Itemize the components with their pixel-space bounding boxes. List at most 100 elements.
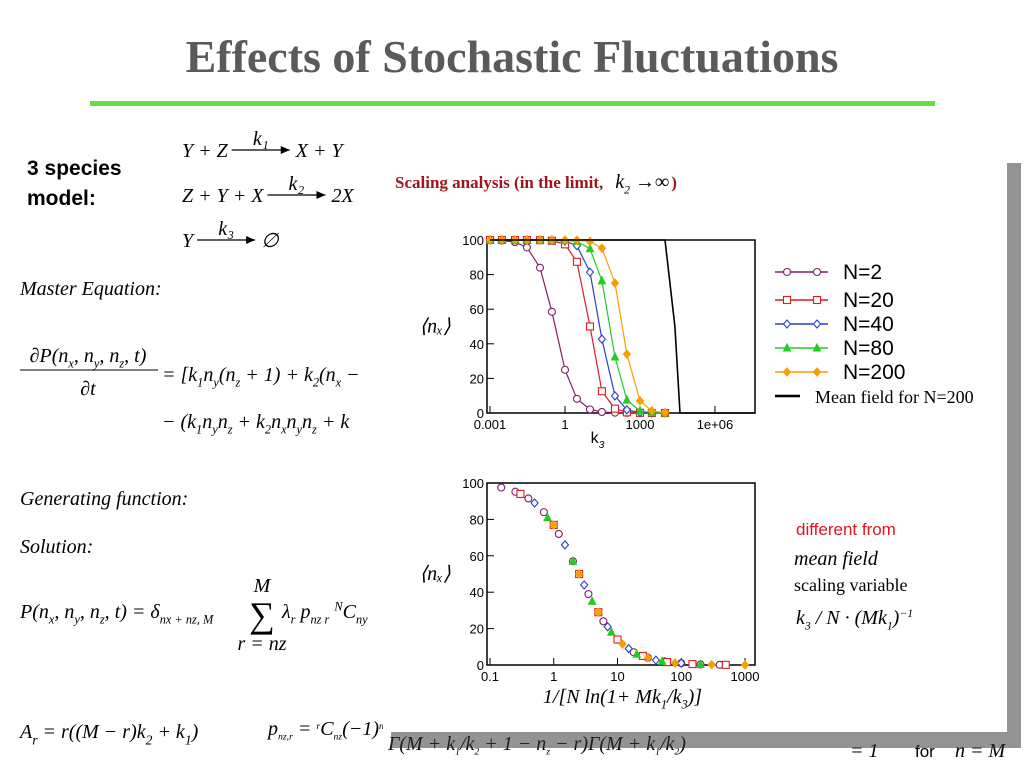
formula-part: n — [287, 411, 297, 433]
subscript: z — [99, 613, 105, 627]
formula-part: n — [203, 364, 213, 386]
slide-title: Effects of Stochastic Fluctuations — [186, 31, 839, 82]
legend-label: N=20 — [843, 289, 894, 312]
panel-title: Scaling analysis (in the limit, — [395, 173, 603, 192]
sum-symbol: ∑ — [249, 595, 275, 635]
formula-part: + k — [233, 411, 266, 433]
subscript: 1 — [655, 747, 660, 758]
data-point — [539, 508, 548, 517]
formula-part: →∞ — [630, 171, 669, 193]
data-point — [622, 349, 632, 360]
subscript: 1 — [887, 619, 893, 632]
formula-part: + k — [152, 721, 185, 743]
data-point — [587, 596, 597, 605]
data-point — [721, 660, 730, 669]
formula: − (k1nynz + k2nxnynz + k — [162, 411, 350, 437]
superscript: n — [379, 721, 384, 732]
data-point — [572, 394, 581, 403]
data-point — [782, 267, 792, 277]
section-label: Master Equation: — [19, 278, 162, 300]
reaction-rate: k₃ — [218, 218, 234, 240]
formula-part: n — [271, 411, 281, 433]
formula: ∂P(nx, ny, nz, t) — [30, 345, 147, 371]
subscript: 2 — [624, 183, 630, 196]
formula-part: , t) — [124, 345, 147, 367]
data-point — [657, 656, 667, 665]
data-point — [597, 334, 607, 344]
data-point — [635, 405, 645, 415]
legend-label: Mean field for N=200 — [815, 387, 974, 407]
panel-content: Scaling analysis (in the limit, k 2 →∞) dif… — [395, 171, 974, 712]
note: mean field — [794, 548, 879, 570]
x-tick-label: 1 — [561, 417, 568, 432]
x-tick-label: 1e+06 — [697, 417, 734, 432]
formula-part: n — [218, 411, 228, 433]
section-label: Solution: — [20, 536, 93, 558]
subscript: z — [545, 747, 550, 758]
formula-part: λ — [281, 601, 291, 623]
data-point — [597, 275, 607, 285]
y-tick-label: 80 — [470, 512, 484, 527]
formula-part: C — [343, 601, 357, 623]
formula-part: k — [796, 607, 806, 629]
formula-part: (−1) — [342, 718, 379, 740]
formula-part: − (k — [162, 411, 197, 433]
section-label: Generating function: — [20, 488, 188, 510]
data-point — [547, 307, 556, 316]
y-tick-label: 20 — [470, 622, 484, 637]
subscript: nz r — [310, 613, 329, 627]
data-point — [584, 589, 593, 599]
formula-part: 1/[N ln(1+ Mk — [543, 686, 662, 708]
legend-label: N=80 — [843, 337, 894, 360]
x-tick-label: 0.001 — [474, 417, 507, 432]
formula-part: C — [320, 718, 334, 740]
data-point — [522, 243, 531, 252]
data-point — [530, 498, 539, 508]
formula: ∂t — [80, 378, 96, 400]
subscript: 2 — [313, 376, 319, 390]
formula-part: , n — [80, 601, 100, 623]
formula-part: n — [302, 411, 312, 433]
formula-part: − — [341, 364, 360, 386]
data-point — [568, 556, 578, 565]
formula: pnz,r = rCnz(−1)n — [266, 718, 384, 743]
panel-title-close: ) — [671, 173, 677, 192]
subscript: z — [227, 423, 233, 437]
data-point — [782, 295, 792, 305]
data-point — [560, 540, 570, 550]
data-point — [613, 635, 622, 644]
subscript: nz — [334, 732, 343, 743]
formula: λr pnz r NCny — [281, 599, 368, 626]
sum-bottom: r = nz — [237, 633, 286, 655]
data-point — [606, 627, 616, 636]
formula-part: /k — [666, 686, 683, 708]
formula-part: p — [266, 718, 278, 740]
subscript: 1 — [455, 747, 460, 758]
data-point — [554, 529, 563, 539]
data-point — [610, 391, 620, 401]
formula-part: + k — [317, 411, 350, 433]
formula: = [k1ny(nz + 1) + k2(nx − — [162, 364, 360, 390]
model-label: 3 species — [27, 157, 122, 180]
data-point — [560, 365, 570, 374]
formula-part: n — [202, 411, 212, 433]
subscript: y — [92, 357, 100, 371]
data-point — [594, 607, 603, 618]
note: different from — [796, 520, 896, 539]
formula: k3 / N · (Mk1)−1 — [796, 607, 913, 633]
reaction-left: Z + Y + X — [182, 185, 264, 207]
subscript: r — [291, 613, 296, 627]
note: scaling variable — [794, 575, 907, 595]
arrow-head — [246, 236, 256, 244]
arrow-head — [280, 146, 290, 154]
data-point — [812, 267, 822, 277]
subscript: x — [335, 376, 342, 390]
subscript: x — [48, 613, 55, 627]
subscript: 3 — [680, 698, 687, 712]
y-axis-label: ⟨nₓ⟩ — [419, 563, 450, 585]
data-point — [597, 387, 606, 396]
superscript: −1 — [899, 607, 913, 620]
formula-part: , t) = δ — [105, 601, 161, 623]
y-tick-label: 0 — [477, 658, 484, 673]
